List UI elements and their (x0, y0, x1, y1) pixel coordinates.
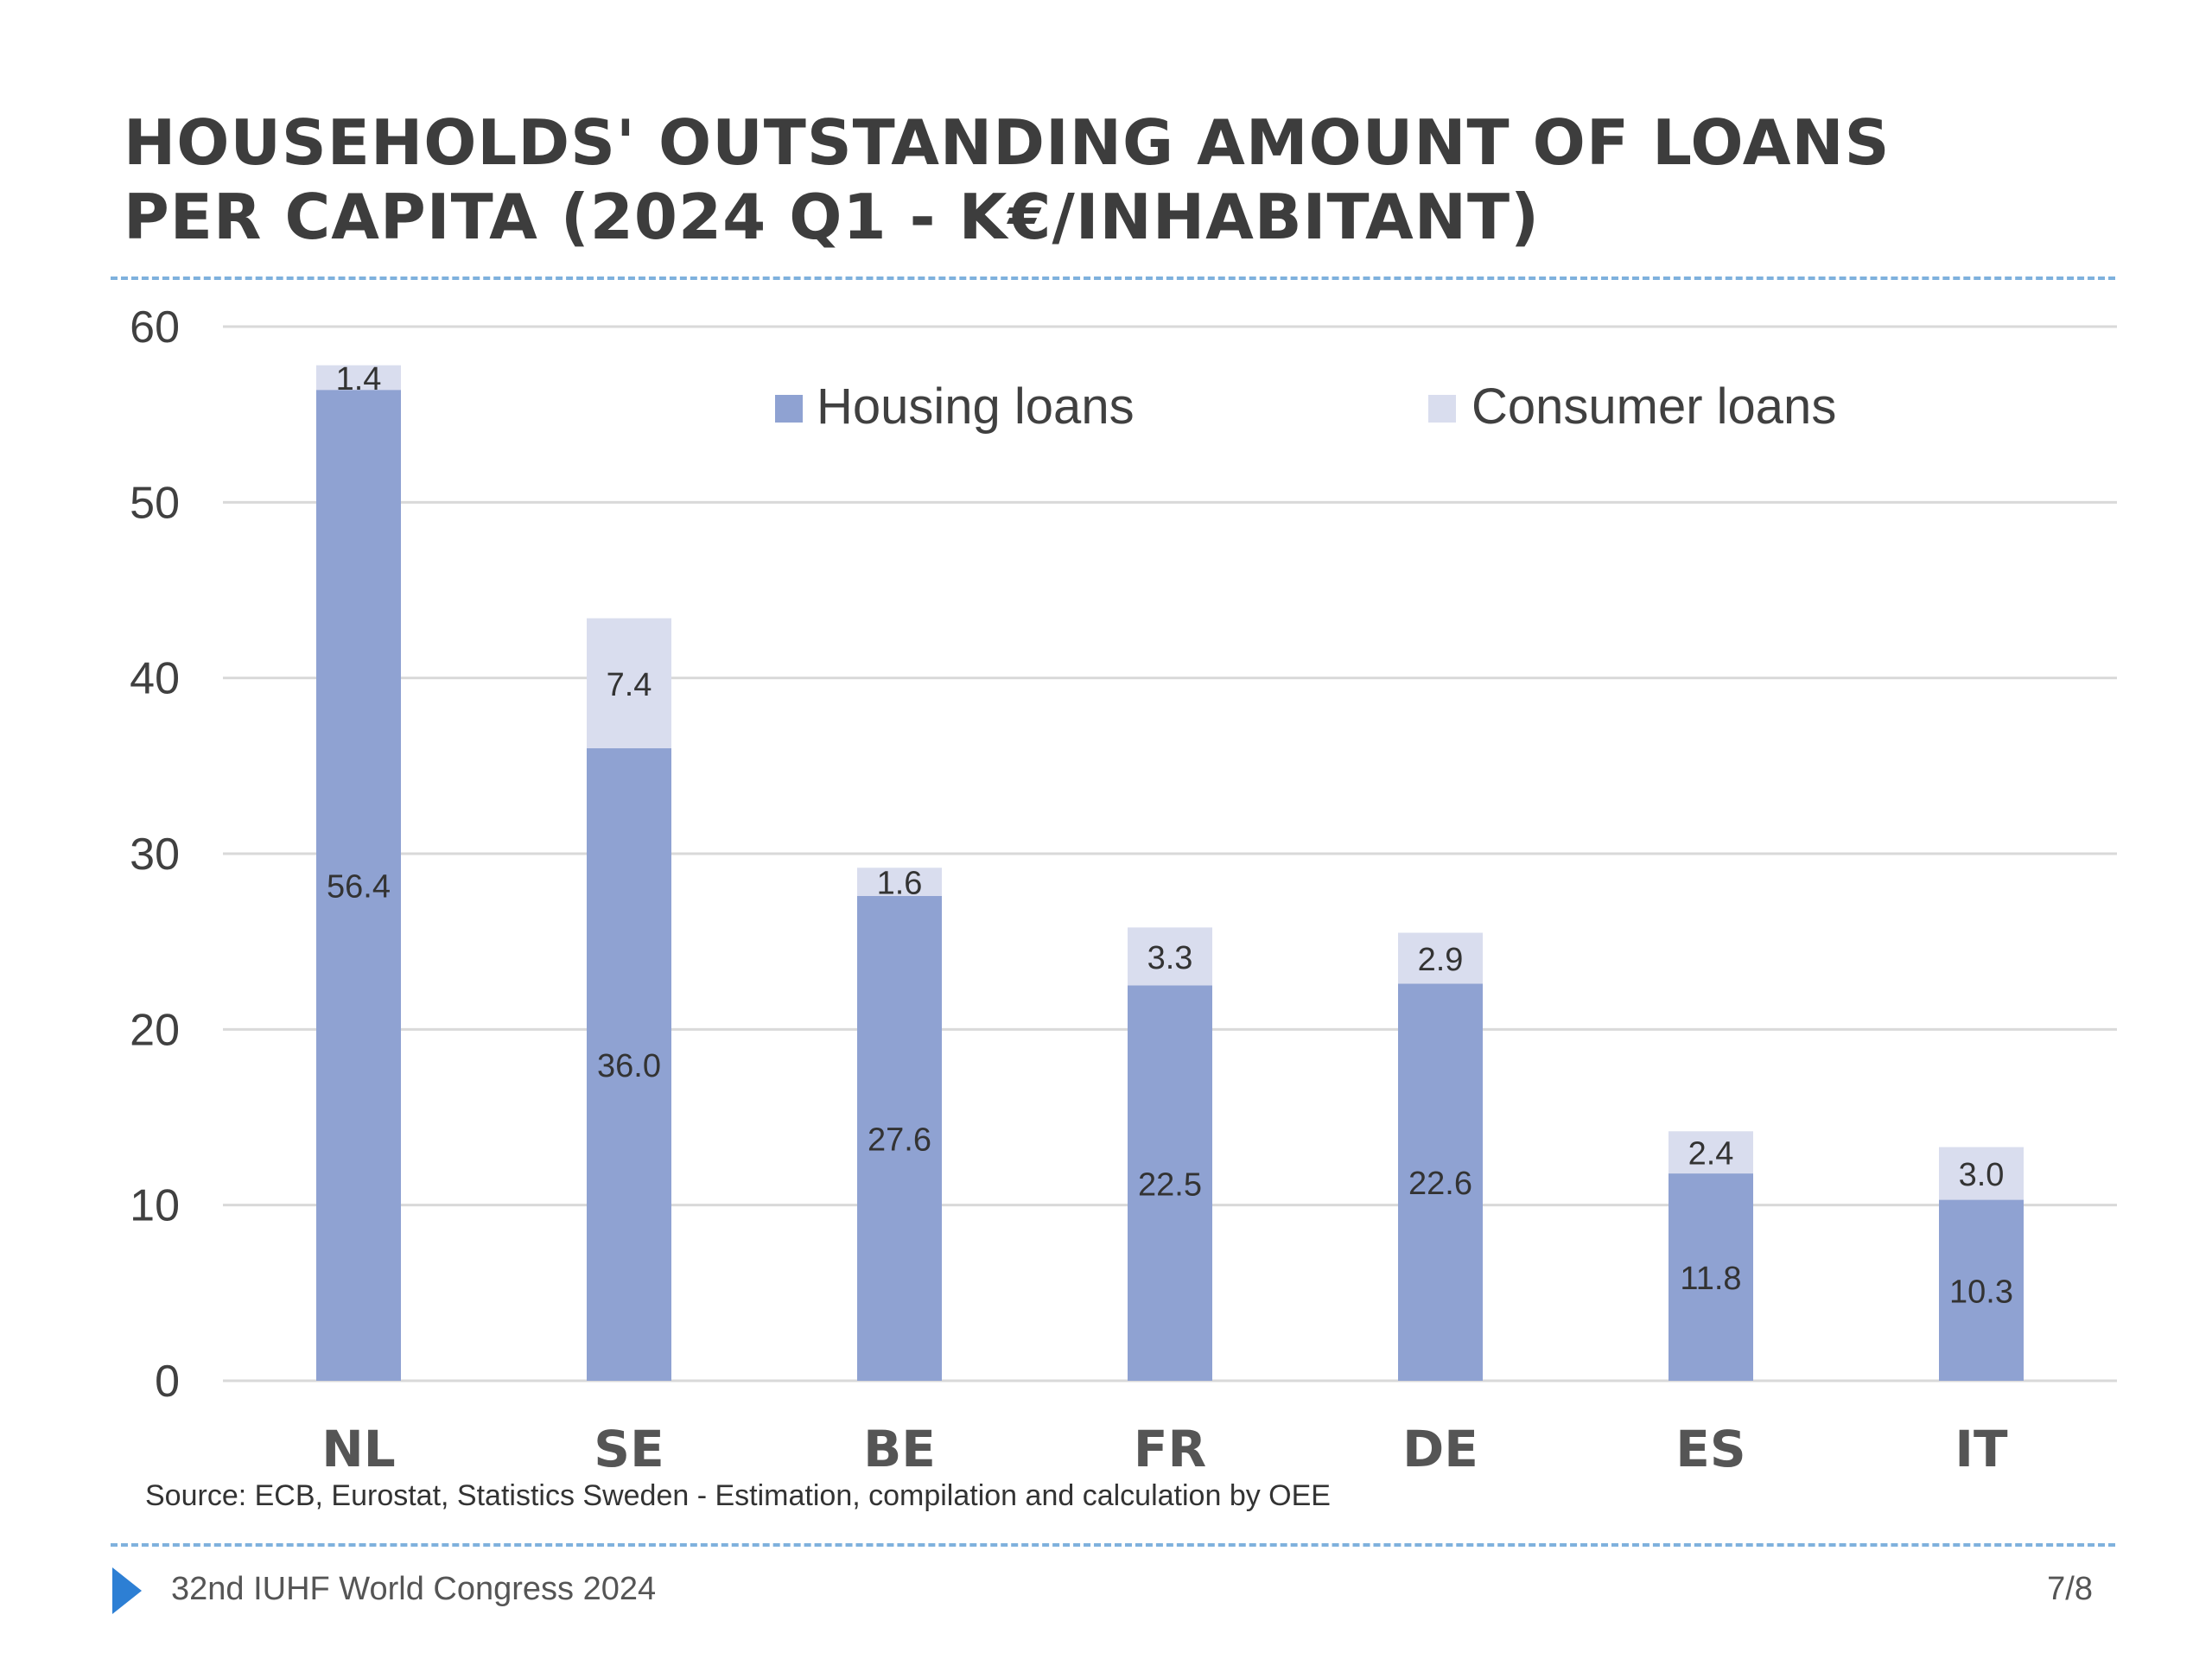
x-tick-label: SE (594, 1420, 664, 1478)
x-tick-label: IT (1955, 1420, 2008, 1478)
bar-consumer-loans (1939, 1147, 2024, 1200)
chart-title: HOUSEHOLDS' OUTSTANDING AMOUNT OF LOANS … (124, 105, 2068, 254)
y-tick-label: 20 (130, 1005, 180, 1055)
y-tick-label: 0 (155, 1357, 180, 1407)
y-tick-label: 50 (130, 478, 180, 528)
bar-housing-loans (587, 748, 671, 1381)
y-tick-label: 40 (130, 654, 180, 704)
source-note: Source: ECB, Eurostat, Statistics Sweden… (145, 1479, 1331, 1512)
bar-housing-loans (1939, 1199, 2024, 1381)
bar-housing-loans (1669, 1173, 1753, 1381)
bar-consumer-loans (1128, 927, 1212, 986)
bar-housing-loans (316, 390, 401, 1382)
bar-consumer-loans (316, 365, 401, 391)
data-label-housing: 36.0 (597, 1048, 661, 1084)
bar-housing-loans (1128, 985, 1212, 1381)
legend-swatch-consumer (1428, 395, 1456, 423)
y-tick-label: 10 (130, 1181, 180, 1231)
data-label-consumer: 3.0 (1959, 1157, 2005, 1193)
x-tick-label: FR (1134, 1420, 1206, 1478)
data-label-housing: 22.5 (1138, 1166, 1202, 1203)
bar-consumer-loans (857, 868, 942, 896)
data-label-housing: 11.8 (1680, 1261, 1741, 1297)
data-label-consumer: 7.4 (607, 667, 652, 703)
title-line-2: PER CAPITA (2024 Q1 - K€/INHABITANT) (124, 181, 1540, 253)
footer-arrow-icon (112, 1567, 142, 1614)
data-label-housing: 22.6 (1408, 1166, 1472, 1202)
data-label-consumer: 3.3 (1147, 940, 1193, 976)
x-tick-label: NL (321, 1420, 396, 1478)
data-label-consumer: 1.6 (877, 866, 923, 902)
data-label-housing: 10.3 (1949, 1274, 2013, 1310)
x-tick-label: BE (863, 1420, 936, 1478)
data-label-consumer: 2.4 (1688, 1136, 1734, 1173)
bar-housing-loans (857, 895, 942, 1381)
bottom-divider (111, 1543, 2115, 1547)
page-number: 7/8 (2047, 1571, 2093, 1607)
y-tick-label: 30 (130, 830, 180, 880)
legend-label-consumer: Consumer loans (1471, 378, 1836, 435)
bar-consumer-loans (1669, 1131, 1753, 1174)
top-divider (111, 276, 2115, 280)
bar-housing-loans (1398, 983, 1483, 1381)
bar-consumer-loans (1398, 932, 1483, 984)
x-tick-label: ES (1675, 1420, 1745, 1478)
legend-swatch-housing (775, 395, 803, 423)
data-label-consumer: 2.9 (1418, 942, 1464, 978)
x-tick-label: DE (1402, 1420, 1478, 1478)
footer-event-name: 32nd IUHF World Congress 2024 (171, 1571, 657, 1607)
bar-consumer-loans (587, 618, 671, 748)
y-tick-label: 60 (130, 302, 180, 353)
data-label-consumer: 1.4 (336, 361, 382, 397)
stacked-bar-chart: 0 10 20 30 40 50 60 56.4 1.4 NL 36.0 7.4 SE 27.6 1.6 BE… (130, 302, 2117, 1478)
data-label-housing: 27.6 (868, 1122, 931, 1158)
data-label-housing: 56.4 (327, 869, 391, 906)
legend-label-housing: Housing loans (817, 378, 1135, 435)
title-line-1: HOUSEHOLDS' OUTSTANDING AMOUNT OF LOANS (124, 106, 1891, 179)
